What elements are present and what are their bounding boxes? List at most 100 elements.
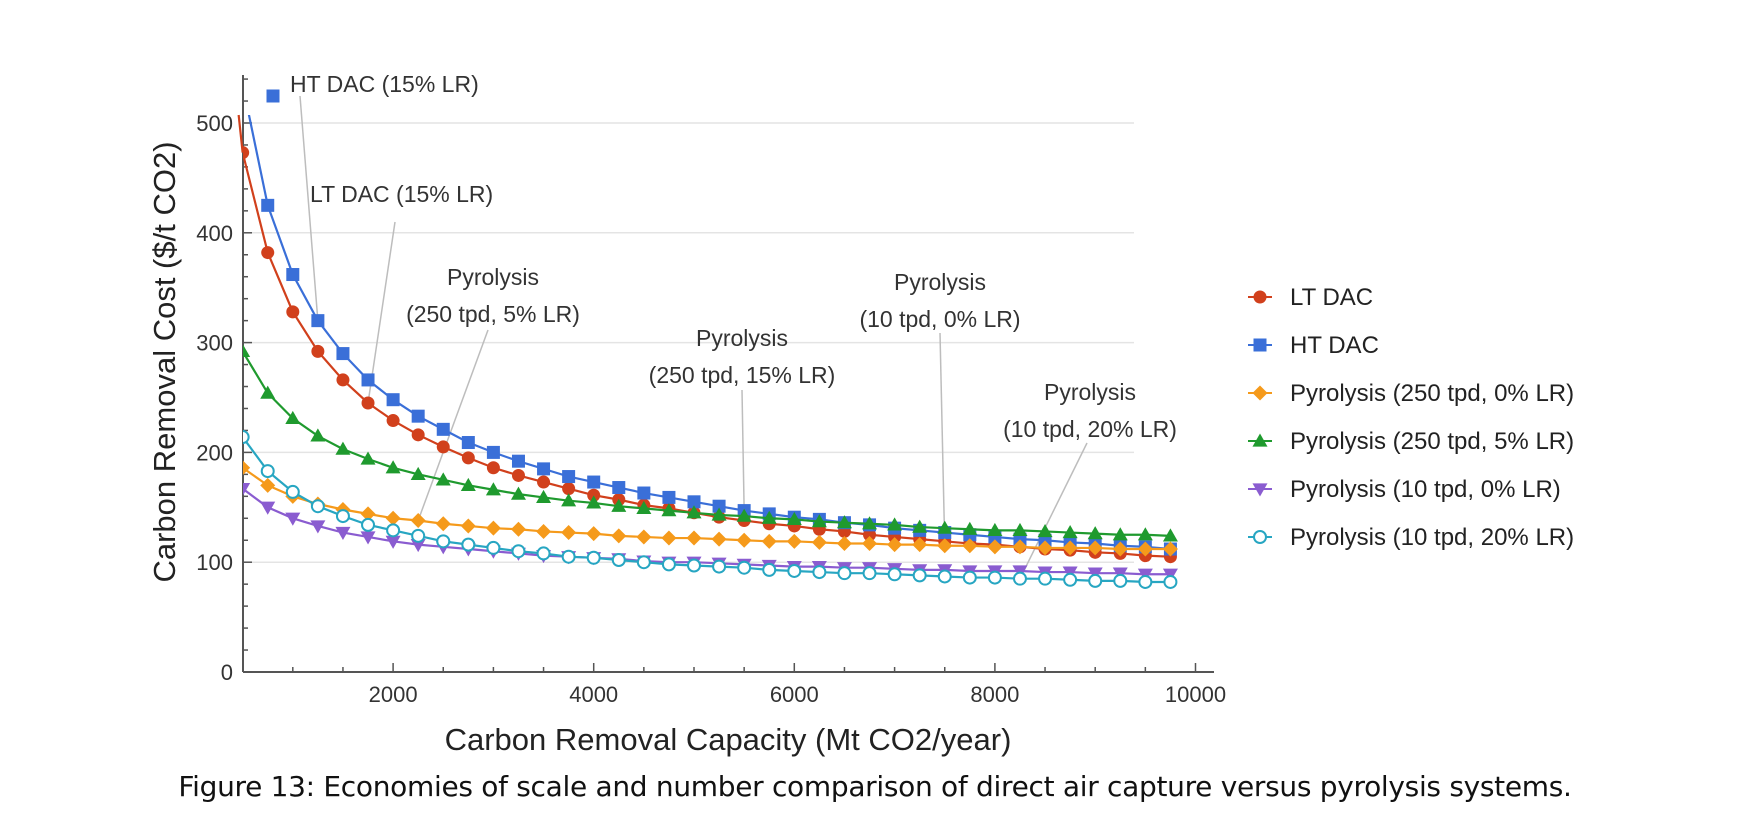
series-line xyxy=(243,152,1171,558)
data-point xyxy=(987,539,1003,555)
x-axis-title: Carbon Removal Capacity (Mt CO2/year) xyxy=(445,722,1012,757)
data-point xyxy=(260,477,276,493)
data-point xyxy=(887,537,903,553)
data-point xyxy=(761,510,777,524)
data-point xyxy=(762,562,777,577)
data-point xyxy=(836,515,852,529)
data-point xyxy=(661,557,676,572)
data-point xyxy=(811,514,827,528)
data-point xyxy=(435,472,451,486)
data-point xyxy=(510,486,526,500)
data-point xyxy=(510,521,526,537)
series-pyrolysis-10-tpd-20-lr xyxy=(243,430,1178,589)
data-point xyxy=(937,569,952,584)
data-point xyxy=(1137,541,1153,557)
data-point xyxy=(536,489,552,504)
data-point xyxy=(636,529,652,545)
data-point xyxy=(1088,573,1103,588)
annotation-label: Pyrolysis xyxy=(1044,379,1136,405)
data-point xyxy=(562,482,576,496)
data-point xyxy=(360,531,376,545)
data-point xyxy=(1087,540,1103,556)
x-tick-label: 6000 xyxy=(770,682,819,707)
data-point xyxy=(636,555,651,570)
data-point xyxy=(310,520,326,534)
data-point xyxy=(286,305,300,319)
data-point xyxy=(1012,571,1027,586)
data-point xyxy=(537,462,551,476)
data-point xyxy=(561,525,577,541)
data-point xyxy=(686,505,702,519)
data-point xyxy=(461,537,476,552)
data-point xyxy=(586,550,601,565)
data-point xyxy=(436,422,450,436)
y-tick-label: 500 xyxy=(196,111,233,136)
legend-marker xyxy=(1252,433,1268,447)
y-tick-label: 400 xyxy=(196,221,233,246)
data-point xyxy=(937,538,953,554)
series-line xyxy=(243,436,1171,584)
data-point xyxy=(1062,525,1078,539)
data-point xyxy=(912,519,928,533)
data-point xyxy=(737,560,752,575)
data-point xyxy=(611,498,627,512)
data-point xyxy=(1162,541,1178,557)
series-ht-dac xyxy=(247,115,1177,556)
data-point xyxy=(335,509,350,524)
data-point xyxy=(311,344,325,358)
data-point xyxy=(260,501,276,515)
data-point xyxy=(1112,541,1128,557)
data-point xyxy=(486,540,501,555)
annotation-leader xyxy=(417,329,489,521)
data-point xyxy=(261,246,275,260)
data-point xyxy=(786,533,802,549)
data-point xyxy=(1038,571,1053,586)
data-point xyxy=(786,511,802,526)
legend-label: HT DAC xyxy=(1290,332,1379,359)
data-point xyxy=(511,468,525,482)
legend-item: Pyrolysis (10 tpd, 0% LR) xyxy=(1248,476,1561,503)
data-point xyxy=(612,481,626,495)
data-point xyxy=(360,451,376,465)
data-point xyxy=(385,535,401,549)
data-point xyxy=(485,520,501,536)
data-point xyxy=(812,565,827,580)
annotation-label: HT DAC (15% LR) xyxy=(290,71,479,97)
data-point xyxy=(1063,572,1078,587)
y-tick-label: 200 xyxy=(196,440,233,465)
data-point xyxy=(836,536,852,552)
data-point xyxy=(912,537,928,553)
data-point xyxy=(285,512,301,526)
data-point xyxy=(962,521,978,535)
data-point xyxy=(736,532,752,548)
data-point xyxy=(310,499,325,514)
data-point xyxy=(1163,574,1178,589)
series-line xyxy=(247,115,1171,551)
data-point xyxy=(410,539,426,553)
data-point xyxy=(336,373,350,387)
annotation-marker xyxy=(266,89,280,103)
data-point xyxy=(485,482,501,496)
data-point xyxy=(486,445,500,459)
data-point xyxy=(285,484,300,499)
data-point xyxy=(460,477,476,491)
data-point xyxy=(611,528,627,544)
series-pyrolysis-250-tpd-0-lr xyxy=(243,460,1178,557)
legend-marker xyxy=(1252,483,1268,497)
data-point xyxy=(410,512,426,528)
data-point xyxy=(243,483,251,496)
data-point xyxy=(536,523,552,539)
data-point xyxy=(1112,527,1128,541)
data-point xyxy=(586,495,602,509)
data-point xyxy=(562,470,576,484)
annotation-label: Pyrolysis xyxy=(447,264,539,290)
series-pyrolysis-250-tpd-5-lr xyxy=(243,344,1178,542)
data-point xyxy=(712,499,726,513)
legend-label: Pyrolysis (250 tpd, 0% LR) xyxy=(1290,380,1574,407)
annotation-label: Pyrolysis xyxy=(894,269,986,295)
annotation-label: (250 tpd, 5% LR) xyxy=(406,301,580,327)
legend-label: Pyrolysis (10 tpd, 20% LR) xyxy=(1290,524,1574,551)
data-point xyxy=(310,428,326,442)
data-point xyxy=(243,460,251,475)
